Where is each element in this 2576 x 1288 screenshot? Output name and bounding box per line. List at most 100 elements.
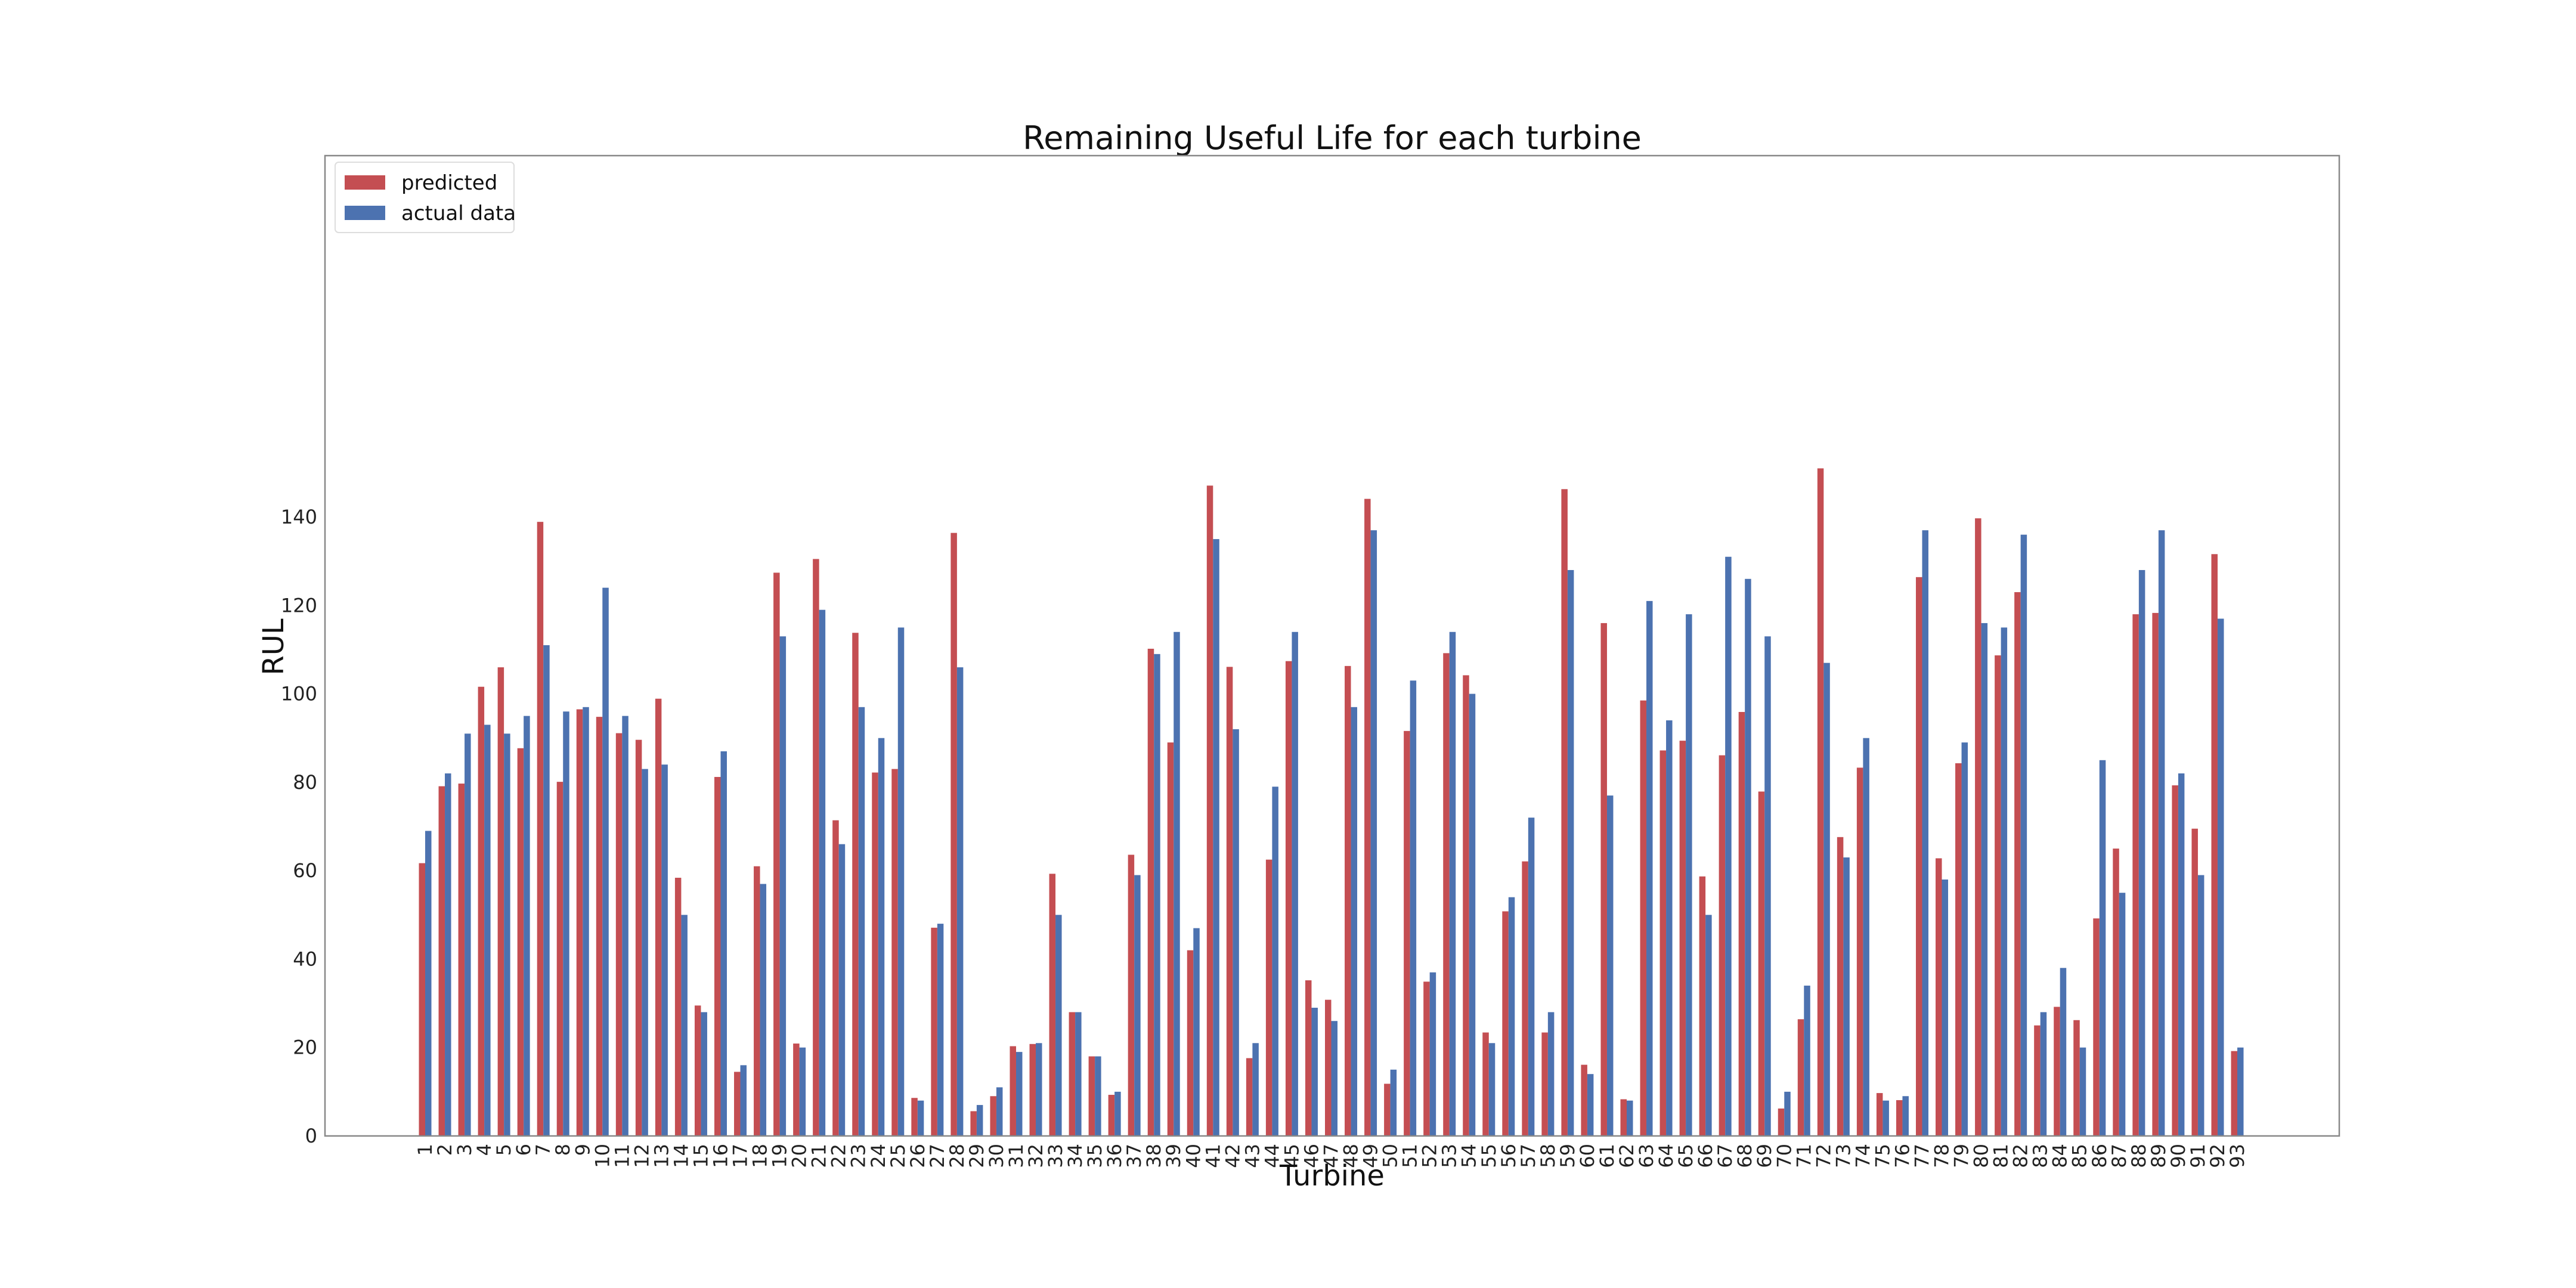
bar-actual-turbine-75: [1883, 1100, 1889, 1136]
bar-actual-turbine-41: [1213, 539, 1219, 1136]
bar-predicted-turbine-6: [517, 748, 524, 1136]
bar-actual-turbine-39: [1174, 631, 1180, 1136]
x-tick-label: 42: [1221, 1144, 1244, 1168]
bar-predicted-turbine-22: [832, 820, 839, 1136]
x-tick-label: 84: [2049, 1144, 2072, 1168]
bar-predicted-turbine-36: [1108, 1095, 1115, 1136]
bar-predicted-turbine-11: [615, 733, 623, 1136]
bar-actual-turbine-62: [1626, 1100, 1633, 1136]
x-tick-label: 43: [1241, 1144, 1264, 1168]
bar-actual-turbine-32: [1036, 1043, 1042, 1136]
x-tick-label: 52: [1419, 1144, 1441, 1168]
bar-predicted-turbine-60: [1581, 1064, 1587, 1136]
x-tick-label: 75: [1871, 1144, 1894, 1168]
x-tick-label: 24: [867, 1144, 890, 1168]
bar-actual-turbine-18: [760, 884, 767, 1136]
x-tick-label: 46: [1300, 1144, 1323, 1168]
bars-group: [419, 468, 2244, 1137]
bar-predicted-turbine-73: [1837, 837, 1844, 1136]
x-tick-label: 6: [512, 1144, 535, 1156]
bar-actual-turbine-69: [1764, 636, 1771, 1136]
bar-actual-turbine-52: [1429, 972, 1436, 1136]
bar-actual-turbine-82: [2020, 534, 2027, 1136]
bar-predicted-turbine-30: [990, 1096, 996, 1136]
bar-actual-turbine-77: [1922, 530, 1928, 1136]
x-axis-ticks: 1234567891011121314151617181920212223242…: [414, 1144, 2249, 1168]
x-tick-label: 83: [2029, 1144, 2052, 1168]
bar-actual-turbine-4: [484, 724, 491, 1136]
x-tick-label: 77: [1911, 1144, 1933, 1168]
x-tick-label: 15: [689, 1144, 712, 1168]
x-tick-label: 92: [2206, 1144, 2229, 1168]
x-tick-label: 69: [1753, 1144, 1776, 1168]
bar-actual-turbine-64: [1666, 720, 1673, 1136]
bar-actual-turbine-56: [1508, 897, 1515, 1136]
y-tick-label: 120: [281, 594, 317, 617]
bar-predicted-turbine-13: [655, 698, 662, 1136]
bar-predicted-turbine-75: [1876, 1093, 1883, 1136]
bar-actual-turbine-45: [1292, 631, 1298, 1136]
x-tick-label: 38: [1143, 1144, 1165, 1168]
x-tick-label: 79: [1950, 1144, 1973, 1168]
x-tick-label: 72: [1812, 1144, 1835, 1168]
legend: predicted actual data: [335, 162, 516, 233]
bar-actual-turbine-9: [583, 707, 589, 1136]
x-tick-label: 58: [1537, 1144, 1559, 1168]
bar-actual-turbine-79: [1961, 742, 1968, 1136]
bar-predicted-turbine-9: [576, 709, 583, 1136]
bar-actual-turbine-14: [681, 915, 688, 1136]
x-tick-label: 22: [828, 1144, 850, 1168]
bar-actual-turbine-23: [858, 707, 865, 1136]
bar-actual-turbine-92: [2217, 618, 2224, 1136]
bar-predicted-turbine-4: [478, 686, 485, 1136]
x-tick-label: 76: [1891, 1144, 1914, 1168]
bar-actual-turbine-71: [1804, 985, 1810, 1136]
bar-predicted-turbine-84: [2054, 1007, 2060, 1136]
bar-actual-turbine-20: [799, 1047, 806, 1136]
x-tick-label: 51: [1399, 1144, 1422, 1168]
bar-predicted-turbine-86: [2093, 918, 2100, 1136]
bar-actual-turbine-73: [1843, 857, 1850, 1136]
bar-actual-turbine-30: [996, 1087, 1003, 1136]
y-axis-title: RUL: [257, 618, 290, 675]
x-tick-label: 31: [1005, 1144, 1027, 1168]
bar-actual-turbine-59: [1567, 569, 1574, 1136]
bar-actual-turbine-3: [465, 733, 471, 1136]
bar-actual-turbine-38: [1154, 654, 1160, 1136]
bar-predicted-turbine-38: [1147, 648, 1154, 1136]
x-tick-label: 87: [2108, 1144, 2131, 1168]
x-tick-label: 62: [1615, 1144, 1638, 1168]
bar-predicted-turbine-5: [497, 667, 504, 1136]
x-tick-label: 18: [749, 1144, 772, 1168]
bar-actual-turbine-53: [1449, 631, 1456, 1136]
bar-actual-turbine-51: [1410, 680, 1417, 1136]
x-tick-label: 14: [670, 1144, 692, 1168]
bar-actual-turbine-29: [976, 1105, 983, 1136]
legend-label-actual-data: actual data: [401, 202, 516, 225]
bar-predicted-turbine-45: [1285, 661, 1292, 1136]
bar-predicted-turbine-16: [714, 776, 721, 1136]
bar-predicted-turbine-83: [2034, 1025, 2041, 1136]
bar-predicted-turbine-20: [793, 1044, 800, 1136]
x-tick-label: 11: [611, 1144, 633, 1168]
x-tick-label: 78: [1931, 1144, 1953, 1168]
bar-actual-turbine-28: [956, 667, 964, 1136]
bar-predicted-turbine-25: [891, 769, 898, 1136]
bar-predicted-turbine-82: [2014, 592, 2021, 1136]
bar-predicted-turbine-34: [1069, 1012, 1076, 1136]
x-tick-label: 63: [1635, 1144, 1658, 1168]
x-tick-label: 61: [1596, 1144, 1618, 1168]
bar-actual-turbine-76: [1902, 1096, 1909, 1136]
bar-predicted-turbine-12: [635, 739, 642, 1136]
legend-swatch-actual-data: [345, 206, 385, 220]
x-tick-label: 66: [1694, 1144, 1717, 1168]
bar-predicted-turbine-31: [1010, 1046, 1016, 1136]
x-tick-label: 32: [1024, 1144, 1047, 1168]
y-tick-label: 140: [281, 506, 317, 528]
bar-predicted-turbine-89: [2152, 612, 2159, 1136]
bar-actual-turbine-65: [1686, 614, 1692, 1136]
x-tick-label: 35: [1083, 1144, 1106, 1168]
bar-predicted-turbine-40: [1187, 950, 1194, 1136]
bar-predicted-turbine-80: [1975, 518, 1981, 1136]
bar-predicted-turbine-57: [1522, 861, 1528, 1136]
